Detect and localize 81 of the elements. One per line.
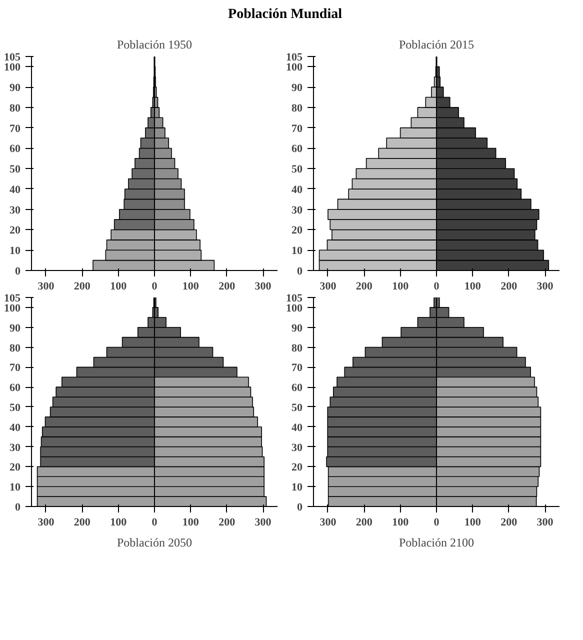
y-tick-label: 90: [10, 322, 21, 334]
x-tick-label: 100: [110, 280, 128, 292]
x-tick-label: 300: [38, 516, 55, 528]
y-tick-label: 105: [4, 292, 21, 304]
x-tick-label: 200: [500, 516, 518, 528]
y-tick-label: 70: [292, 362, 303, 374]
y-tick-label: 90: [10, 82, 21, 94]
x-tick-label: 100: [182, 280, 200, 292]
y-tick-label: 100: [4, 302, 21, 314]
x-tick-label: 200: [74, 280, 91, 292]
y-tick-label: 60: [10, 143, 21, 156]
y-tick-label: 30: [10, 204, 21, 216]
y-tick-label: 20: [10, 462, 21, 474]
y-tick-label: 60: [10, 382, 21, 394]
x-tick-label: 0: [152, 280, 158, 292]
y-tick-label: 10: [292, 245, 303, 258]
y-tick-label: 105: [4, 52, 21, 64]
y-tick-label: 80: [10, 342, 21, 354]
chart-title: Población 2015: [399, 38, 474, 52]
y-tick-label: 30: [292, 442, 303, 454]
text: Población 2100: [399, 536, 474, 550]
y-tick-label: 105: [286, 52, 303, 64]
y-tick-label: 70: [10, 362, 21, 374]
y-tick-label: 90: [292, 322, 303, 334]
x-tick-label: 200: [356, 516, 373, 528]
x-tick-label: 300: [536, 516, 554, 528]
text: Población 2050: [117, 536, 192, 550]
y-tick-label: 10: [10, 245, 21, 258]
y-tick-label: 70: [292, 122, 303, 135]
x-tick-label: 300: [320, 280, 337, 292]
y-tick-label: 0: [15, 502, 21, 514]
y-tick-label: 10: [10, 482, 21, 494]
y-tick-label: 40: [292, 184, 303, 196]
y-tick-label: 10: [292, 482, 303, 494]
x-tick-label: 100: [464, 516, 482, 528]
x-tick-label: 300: [254, 280, 272, 292]
y-tick-label: 20: [10, 224, 21, 237]
y-tick-label: 40: [10, 422, 21, 434]
text: Población Mundial: [228, 6, 342, 24]
y-tick-label: 60: [292, 143, 303, 156]
y-tick-label: 0: [297, 266, 303, 278]
y-tick-label: 30: [292, 204, 303, 216]
x-tick-label: 100: [110, 516, 128, 528]
x-tick-label: 300: [254, 516, 272, 528]
chart-title: Población 1950: [117, 38, 192, 52]
x-tick-label: 0: [434, 516, 440, 528]
x-tick-label: 0: [152, 516, 158, 528]
x-tick-label: 300: [38, 280, 55, 292]
y-tick-label: 60: [292, 382, 303, 394]
y-tick-label: 50: [10, 402, 21, 414]
y-tick-label: 90: [292, 82, 303, 94]
x-tick-label: 100: [392, 280, 410, 292]
x-tick-label: 300: [320, 516, 337, 528]
x-tick-label: 200: [356, 280, 373, 292]
x-tick-label: 200: [74, 516, 91, 528]
x-tick-label: 200: [500, 280, 518, 292]
y-tick-label: 100: [286, 302, 303, 314]
x-tick-label: 200: [218, 280, 236, 292]
y-tick-label: 20: [292, 462, 303, 474]
x-tick-label: 100: [182, 516, 200, 528]
y-tick-label: 0: [297, 502, 303, 514]
y-tick-label: 50: [292, 402, 303, 414]
x-tick-label: 0: [434, 280, 440, 292]
y-tick-label: 70: [10, 122, 21, 135]
y-tick-label: 40: [10, 184, 21, 196]
y-tick-label: 80: [292, 102, 303, 114]
x-tick-label: 100: [392, 516, 410, 528]
y-tick-label: 105: [286, 292, 303, 304]
y-tick-label: 40: [292, 422, 303, 434]
y-tick-label: 50: [10, 164, 21, 176]
y-tick-label: 20: [292, 224, 303, 237]
x-tick-label: 200: [218, 516, 236, 528]
y-tick-label: 80: [292, 342, 303, 354]
y-tick-label: 100: [286, 62, 303, 74]
y-tick-label: 0: [15, 266, 21, 278]
x-tick-label: 300: [536, 280, 554, 292]
y-tick-label: 30: [10, 442, 21, 454]
y-tick-label: 80: [10, 102, 21, 114]
y-tick-label: 50: [292, 164, 303, 176]
x-tick-label: 100: [464, 280, 482, 292]
y-tick-label: 100: [4, 62, 21, 74]
